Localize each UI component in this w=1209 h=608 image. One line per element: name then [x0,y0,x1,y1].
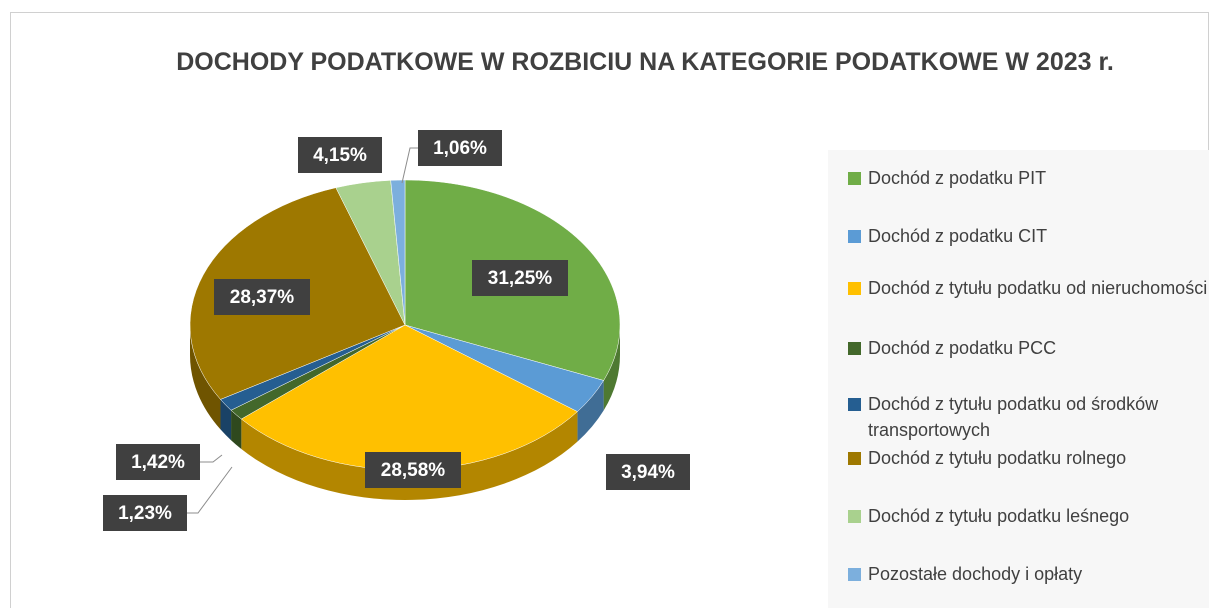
legend-item: Dochód z podatku PIT [848,165,1208,191]
data-label: 1,42% [131,452,185,473]
data-label: 28,58% [381,460,446,481]
data-label: 3,94% [621,462,675,483]
legend-label: Dochód z podatku CIT [868,226,1048,246]
legend-item: Pozostałe dochody i opłaty [848,561,1208,587]
label-box [214,279,310,315]
slice-side [231,410,242,450]
label-box [298,137,382,173]
slice-side [190,325,221,430]
legend-label: Dochód z tytułu podatku od środków trans… [868,394,1159,440]
legend-swatch [848,342,861,355]
chart-title: DOCHODY PODATKOWE W ROZBICIU NA KATEGORI… [176,48,1114,76]
data-label: 31,25% [488,268,553,289]
legend-item: Dochód z tytułu podatku leśnego [848,503,1208,529]
legend-item: Dochód z tytułu podatku rolnego [848,445,1208,471]
legend-swatch [848,452,861,465]
label-box [606,454,690,490]
slice-side [577,380,604,442]
label-box [472,260,568,296]
legend-label: Dochód z podatku PCC [868,338,1057,358]
legend-label: Dochód z tytułu podatku leśnego [868,506,1130,526]
data-label: 4,15% [313,145,367,166]
legend-label: Dochód z podatku PIT [868,168,1047,188]
legend-swatch [848,398,861,411]
leader-line [200,454,223,463]
legend-swatch [848,568,861,581]
leader-line [187,466,233,514]
legend-swatch [848,172,861,185]
legend-item: Dochód z tytułu podatku od nieruchomości [848,275,1208,301]
legend: Dochód z podatku PIT Dochód z podatku CIT… [828,150,1209,608]
data-label: 1,06% [433,138,487,159]
data-label: 28,37% [230,287,295,308]
slice-side [603,325,620,411]
label-box [116,444,200,480]
legend-swatch [848,230,861,243]
data-label: 1,23% [118,503,172,524]
legend-item: Dochód z podatku CIT [848,223,1208,249]
slice-side [241,411,578,500]
label-box [103,495,187,531]
label-box [365,452,461,488]
legend-swatch [848,282,861,295]
legend-item: Dochód z tytułu podatku od środków trans… [848,391,1208,443]
legend-swatch [848,510,861,523]
legend-label: Dochód z tytułu podatku od nieruchomości [868,278,1208,298]
slice-side [220,399,232,441]
leader-line [401,147,418,184]
legend-item: Dochód z podatku PCC [848,335,1208,361]
legend-label: Dochód z tytułu podatku rolnego [868,448,1127,468]
legend-label: Pozostałe dochody i opłaty [868,564,1083,584]
slice [390,179,406,326]
label-box [418,130,502,166]
